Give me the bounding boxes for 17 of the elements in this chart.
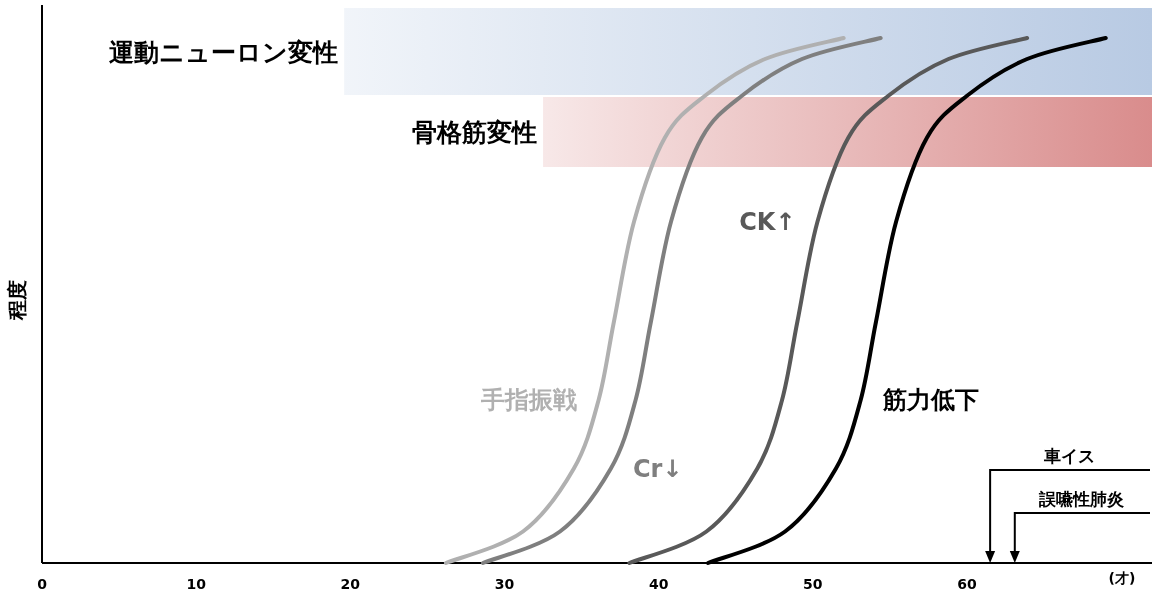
x-axis-title: (才) [1108, 570, 1136, 586]
band-label: 運動ニューロン変性 [109, 37, 339, 67]
x-tick-label: 40 [648, 576, 669, 592]
series-label: CK↑ [739, 207, 796, 236]
ref-line-label: 誤嚥性肺炎 [1037, 489, 1124, 509]
x-tick-label: 0 [37, 576, 48, 592]
series-label: 手指振戦 [479, 386, 577, 415]
band-label: 骨格筋変性 [412, 118, 538, 147]
x-tick-label: 20 [340, 576, 361, 592]
x-tick-label: 60 [957, 576, 977, 592]
ref-line-label: 車イス [1042, 446, 1095, 466]
x-tick-label: 30 [494, 576, 515, 592]
series-label: 筋力低下 [881, 386, 979, 415]
x-tick-label: 10 [186, 576, 207, 592]
y-axis-title: 程度 [5, 280, 29, 321]
x-tick-label: 50 [803, 576, 823, 592]
series-label: Cr↓ [632, 454, 683, 483]
